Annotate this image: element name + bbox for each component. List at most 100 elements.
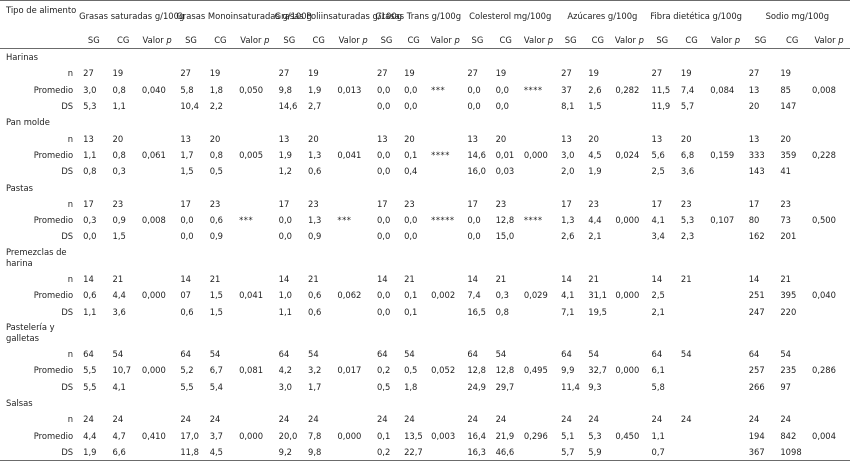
cell-p-value — [520, 163, 557, 179]
cell-p-value — [706, 443, 745, 461]
cell-sg: 7,1 — [561, 306, 575, 317]
cell-p-value: 0,061 — [141, 149, 166, 160]
cell-p-value: 0,008 — [141, 215, 166, 226]
cell-cg: 12,8 — [495, 365, 515, 376]
cell-cg: 21 — [404, 274, 415, 285]
cell-p-value: **** — [431, 149, 450, 160]
group-heading-filler — [79, 245, 850, 271]
cell-cg: 0,8 — [112, 149, 126, 160]
sub-header-sg: SG — [372, 31, 401, 50]
valor-label: Valor — [523, 35, 546, 46]
cell-p-value — [235, 196, 275, 212]
cell-p-value: **** — [523, 215, 543, 226]
cell-cg: 3,6 — [680, 166, 695, 177]
cell-cg: 24 — [308, 414, 319, 425]
cell-sg: 13 — [467, 133, 478, 144]
cell-p-value — [611, 271, 647, 287]
p-label: p — [734, 35, 741, 46]
food-group-heading: Salsas — [6, 398, 33, 409]
cell-sg: 2,1 — [651, 306, 665, 317]
cell-p-value: 0,000 — [141, 290, 166, 301]
valor-label: Valor — [338, 35, 360, 46]
cell-p-value — [611, 65, 647, 81]
cell-p-value — [333, 65, 373, 81]
cell-p-value — [520, 379, 557, 395]
cell-cg: 359 — [780, 149, 797, 160]
cell-p-value — [808, 228, 850, 244]
cell-p-value — [611, 163, 647, 179]
cell-p-value: 0,107 — [710, 215, 735, 226]
cell-p-value — [333, 196, 373, 212]
cell-sg: 0,0 — [467, 215, 481, 226]
cell-cg: 0,5 — [209, 166, 224, 177]
row-label-n: n — [67, 133, 74, 144]
cell-p-value: 0,000 — [141, 365, 166, 376]
cell-p-value — [706, 428, 744, 444]
sub-header-cg: CG — [108, 31, 138, 50]
cell-sg: 27 — [278, 68, 290, 79]
cell-p-value — [235, 98, 275, 114]
cell-p-value — [235, 303, 275, 319]
cell-p-value — [333, 303, 373, 319]
cell-cg: 6,8 — [680, 149, 695, 160]
cell-p-value: *** — [337, 215, 352, 226]
sub-header-valor-p: Valor p — [235, 31, 275, 50]
cell-p-value — [706, 163, 744, 179]
cell-cg: 20 — [308, 133, 319, 144]
cell-sg: 14 — [651, 274, 663, 285]
cell-sg: 14 — [278, 274, 290, 285]
row-label-n: n — [67, 349, 74, 360]
cell-cg: 0,6 — [308, 306, 322, 317]
row-label-promedio: Promedio — [33, 290, 74, 301]
cell-sg: 1,9 — [79, 443, 109, 461]
cell-cg: 23 — [404, 198, 415, 209]
cell-cg: 24 — [404, 414, 415, 425]
cell-cg: 24 — [780, 414, 792, 425]
cell-p-value: 0,003 — [431, 430, 456, 441]
cell-sg: 0,0 — [376, 290, 391, 301]
cell-p-value — [138, 130, 176, 146]
cell-sg: 5,5 — [83, 365, 97, 376]
cell-cg: 54 — [780, 349, 792, 360]
cell-p-value — [808, 65, 850, 81]
cell-sg: 16,4 — [467, 430, 486, 441]
cell-sg: 1,1 — [83, 306, 97, 317]
cell-sg: 12,8 — [467, 365, 486, 376]
cell-cg: 3,6 — [112, 306, 126, 317]
cell-cg: 29,7 — [495, 381, 515, 392]
cell-p-value: 0,040 — [141, 84, 166, 95]
cell-p-value: *** — [239, 215, 254, 226]
cell-p-value: 0,008 — [811, 84, 836, 95]
cell-p-value — [138, 98, 176, 114]
cell-cg: 21 — [495, 274, 507, 285]
cell-cg: 4,5 — [588, 149, 602, 160]
cell-sg: 0,2 — [372, 443, 401, 461]
cell-p-value — [520, 228, 557, 244]
cell-sg: 1,1 — [83, 149, 97, 160]
cell-cg: 21 — [780, 274, 792, 285]
cell-cg: 23 — [308, 198, 319, 209]
cell-sg: 11,4 — [561, 381, 580, 392]
cell-sg: 27 — [376, 68, 388, 79]
cell-sg: 5,2 — [180, 365, 194, 376]
cell-p-value — [427, 98, 463, 114]
p-label: p — [166, 35, 172, 46]
cell-sg: 24 — [278, 414, 290, 425]
cell-p-value: 0,084 — [710, 84, 735, 95]
sub-header-cg: CG — [400, 31, 428, 50]
cell-cg: 0,01 — [495, 149, 515, 160]
sub-header-sg: SG — [557, 31, 585, 50]
cell-sg: 17 — [467, 198, 478, 209]
group-header-6: Azúcares g/100g — [557, 0, 648, 32]
cell-p-value — [427, 346, 463, 362]
cell-sg: 24 — [561, 414, 572, 425]
cell-p-value: 0,495 — [523, 365, 548, 376]
cell-cg: 4,4 — [112, 290, 126, 301]
cell-sg: 17 — [83, 198, 94, 209]
cell-cg: 54 — [495, 349, 507, 360]
cell-cg: 220 — [780, 306, 797, 317]
cell-p-value — [427, 411, 463, 427]
cell-cg: 4,7 — [112, 430, 126, 441]
cell-sg: 162 — [748, 231, 765, 242]
cell-cg: 0,3 — [112, 166, 126, 177]
